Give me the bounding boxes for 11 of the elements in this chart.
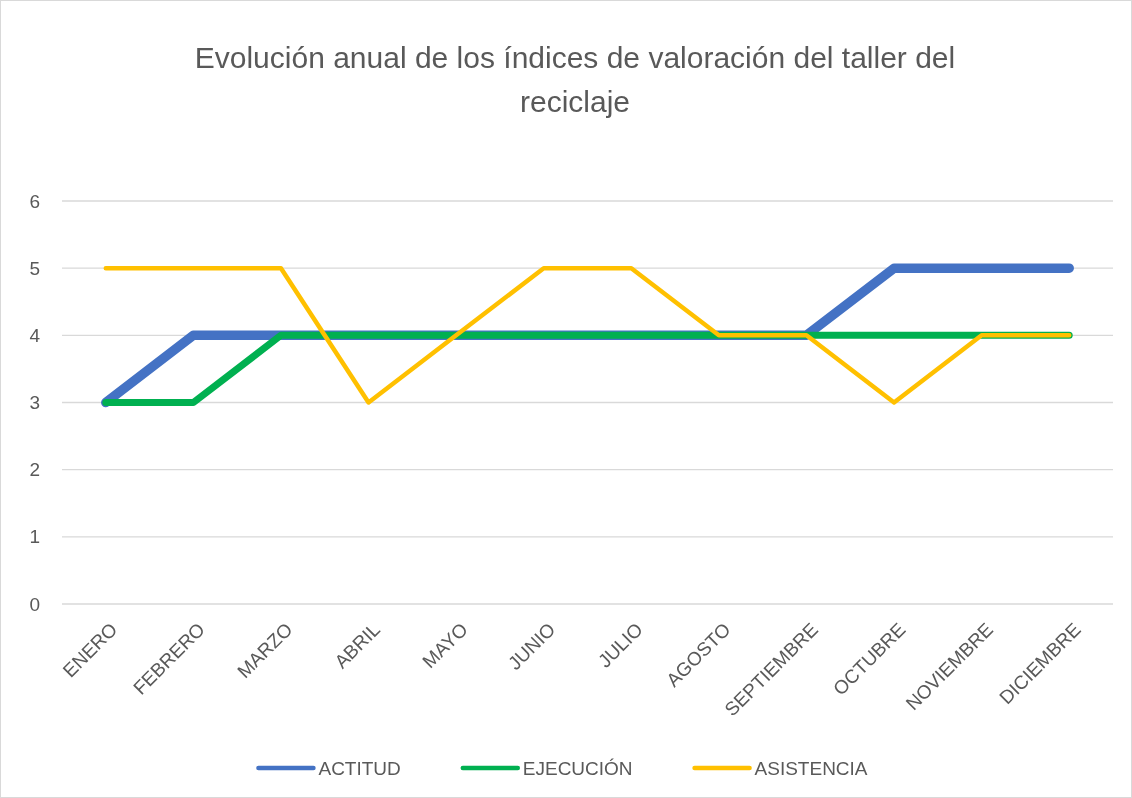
chart-title: Evolución anual de los índices de valoración del taller del reciclaje — [194, 41, 956, 118]
y-tick-label: 3 — [29, 392, 40, 414]
y-tick-label: 6 — [29, 190, 40, 212]
legend-label: ACTITUD — [318, 757, 401, 779]
y-tick-label: 1 — [29, 526, 40, 548]
y-tick-label: 2 — [29, 459, 40, 481]
y-tick-label: 0 — [29, 593, 40, 615]
y-tick-label: 5 — [29, 257, 40, 279]
y-tick-label: 4 — [29, 324, 41, 346]
legend-label: ASISTENCIA — [754, 757, 868, 779]
legend-label: EJECUCIÓN — [522, 757, 633, 779]
